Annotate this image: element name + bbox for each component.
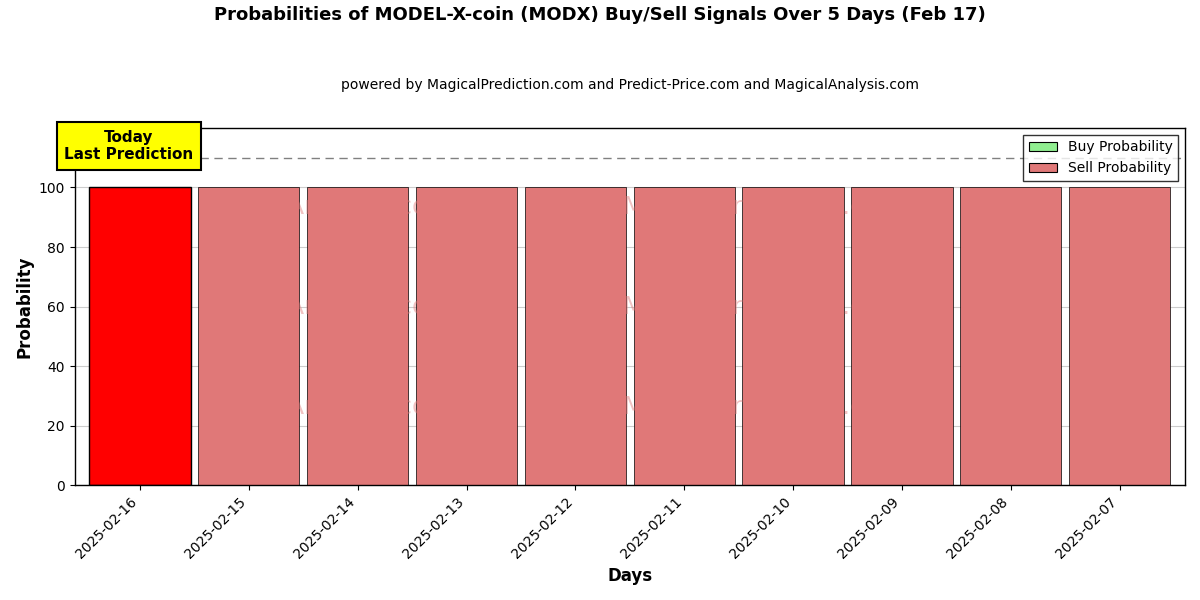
Y-axis label: Probability: Probability — [16, 256, 34, 358]
Text: MagicalPrediction.com: MagicalPrediction.com — [623, 295, 904, 319]
Bar — [743, 187, 844, 485]
Text: calAnalysis.com: calAnalysis.com — [252, 395, 452, 419]
Text: MagicalPrediction.com: MagicalPrediction.com — [623, 395, 904, 419]
Bar — [634, 187, 734, 485]
Bar — [1069, 187, 1170, 485]
Text: calAnalysis.com: calAnalysis.com — [252, 295, 452, 319]
Bar — [524, 187, 626, 485]
X-axis label: Days: Days — [607, 567, 653, 585]
Bar — [851, 187, 953, 485]
Bar — [960, 187, 1062, 485]
Bar — [416, 187, 517, 485]
Text: Probabilities of MODEL-X-coin (MODX) Buy/Sell Signals Over 5 Days (Feb 17): Probabilities of MODEL-X-coin (MODX) Buy… — [214, 6, 986, 24]
Title: powered by MagicalPrediction.com and Predict-Price.com and MagicalAnalysis.com: powered by MagicalPrediction.com and Pre… — [341, 78, 919, 92]
Text: calAnalysis.com: calAnalysis.com — [252, 194, 452, 218]
Text: MagicalPrediction.com: MagicalPrediction.com — [623, 194, 904, 218]
Legend: Buy Probability, Sell Probability: Buy Probability, Sell Probability — [1024, 135, 1178, 181]
Bar — [198, 187, 300, 485]
Text: Today
Last Prediction: Today Last Prediction — [65, 130, 193, 162]
Bar — [307, 187, 408, 485]
Bar — [89, 187, 191, 485]
